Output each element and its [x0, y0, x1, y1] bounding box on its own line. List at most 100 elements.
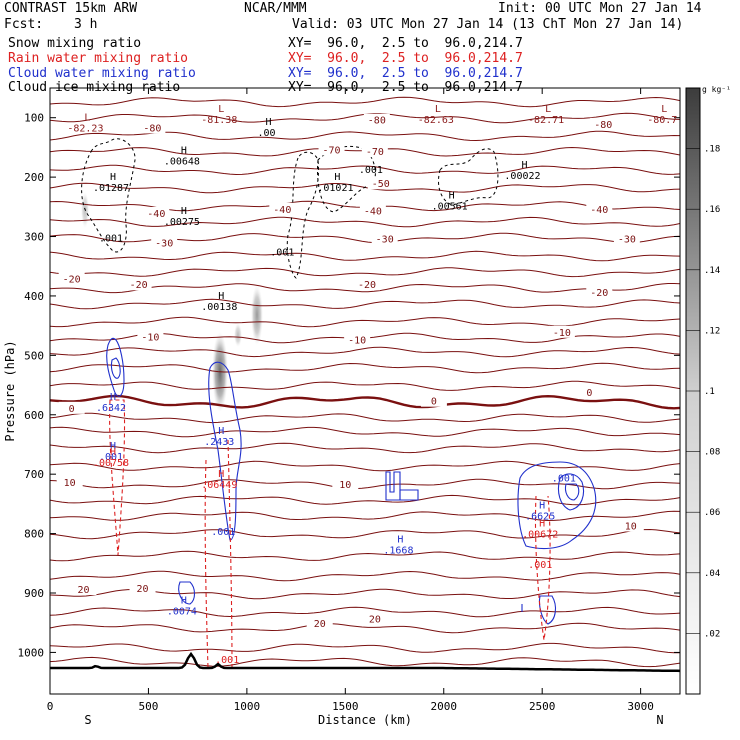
extremum-marker: H [539, 501, 545, 512]
temperature-label-bg [58, 401, 85, 414]
temperature-label: -20 [358, 280, 376, 291]
temperature-label-bg [371, 232, 398, 245]
temperature-label-bg [344, 333, 371, 346]
temperature-label-bg [359, 204, 386, 217]
snow-contour [286, 151, 319, 279]
extremum-value: .00138 [201, 302, 237, 313]
extremum-value: .00648 [164, 156, 200, 167]
temperature-label: -30 [618, 235, 636, 246]
temperature-label: -20 [130, 280, 148, 291]
contour-label: .001 [359, 165, 383, 176]
temperature-label: -40 [364, 207, 382, 218]
terrain-line [50, 651, 681, 673]
temperature-label: -10 [141, 333, 159, 344]
x-tick-label: 1000 [234, 700, 261, 713]
forecast-hour: 3 h [74, 17, 98, 32]
extremum-marker: H [110, 392, 116, 403]
temperature-contour [49, 460, 681, 472]
extremum-marker: H [181, 596, 187, 607]
temperature-label-bg [361, 612, 388, 625]
extremum-marker: H [218, 469, 224, 480]
temperature-label-bg [353, 278, 380, 291]
y-tick-label: 200 [24, 171, 44, 184]
temperature-label-bg [143, 206, 170, 219]
colorbar-tick-label: .14 [704, 266, 720, 276]
extremum-marker: H [181, 145, 187, 156]
temperature-label-bg [56, 476, 83, 489]
temperature-label: -20 [590, 288, 608, 299]
temperature-label: -20 [63, 274, 81, 285]
x-tick-label: 500 [139, 700, 159, 713]
contour-label: .001 [99, 233, 123, 244]
temperature-label: 0 [431, 397, 437, 408]
contour-label: .001 [215, 655, 239, 666]
colorbar-tick-label: .18 [704, 145, 720, 155]
extremum-marker: L [435, 104, 441, 115]
temperature-label: -40 [147, 209, 165, 220]
y-tick-label: 900 [24, 587, 44, 600]
extremum-marker: L [545, 104, 551, 115]
colorbar-tick-label: .06 [704, 508, 720, 518]
cloud-water-contour [106, 337, 125, 397]
plot-labels: -80 -80 -80 -70 -70 -50 -40 -40 -40 -40 -30 -30 -30 -… [56, 104, 677, 666]
extremum-marker: H [539, 518, 545, 529]
valid-time: Valid: 03 UTC Mon 27 Jan 14 (13 ChT Mon … [292, 17, 684, 32]
temperature-label: -30 [376, 235, 394, 246]
temperature-contour [49, 426, 681, 438]
field-cloudwater-name: Cloud water mixing ratio [8, 66, 196, 81]
model-center: NCAR/MMM [244, 1, 307, 16]
y-tick-label: 700 [24, 468, 44, 481]
temperature-label: 10 [64, 478, 76, 489]
extremum-marker: H [334, 172, 340, 183]
temperature-label-bg [129, 581, 156, 594]
extremum-value: .0074 [167, 607, 197, 618]
colorbar-tick-label: .04 [704, 569, 720, 579]
temperature-label: 10 [339, 480, 351, 491]
contour-label: .001 [270, 248, 294, 259]
temperature-contour [49, 216, 681, 228]
temperature-label: 20 [77, 585, 89, 596]
temperature-label: 20 [369, 615, 381, 626]
field-snow-name: Snow mixing ratio [8, 36, 142, 51]
extremum-marker: H [110, 447, 116, 458]
extremum-marker: H [218, 426, 224, 437]
y-tick-label: 500 [24, 349, 44, 362]
hydrometeor-contours [81, 138, 597, 669]
extremum-value: .6342 [96, 403, 126, 414]
extremum-marker: H [397, 535, 403, 546]
temperature-label-bg [590, 117, 617, 130]
temperature-contour [49, 412, 681, 424]
temperature-label: -10 [348, 336, 366, 347]
y-tick-label: 600 [24, 409, 44, 422]
temperature-contour [49, 606, 681, 618]
extremum-value: -81.38 [201, 115, 237, 126]
init-time: Init: 00 UTC Mon 27 Jan 14 [498, 1, 702, 16]
temperature-label-bg [586, 202, 613, 215]
temperature-label: -10 [553, 328, 571, 339]
temperature-label-bg [332, 477, 359, 490]
temperature-label: -70 [366, 147, 384, 158]
temperature-contour [49, 267, 681, 278]
extremum-value: -80.7 [647, 115, 677, 126]
extremum-marker: H [181, 206, 187, 217]
temperature-label: -80 [594, 120, 612, 131]
extremum-value: .01021 [317, 183, 353, 194]
plot-frame [49, 87, 681, 695]
temperature-label-bg [269, 202, 296, 215]
rain-contour [204, 439, 233, 669]
colorbar: .02 .04 .06 .08 .1 .12 .14 .16 .18 g kg⁻¹ [685, 85, 731, 695]
x-tick-label: 3000 [627, 700, 654, 713]
temperature-label-bg [70, 583, 97, 596]
cloud-water-contour [557, 473, 585, 511]
temperature-label: 0 [586, 388, 592, 399]
cloud-water-contour [564, 483, 580, 501]
temperature-label: -70 [323, 145, 341, 156]
temperature-label-bg [361, 145, 388, 158]
y-tick-label: 100 [24, 112, 44, 125]
rain-contour [109, 399, 126, 556]
temperature-label-bg [151, 236, 178, 249]
rain-contour [534, 495, 551, 641]
y-tick-label: 400 [24, 290, 44, 303]
temperature-label-bg [139, 121, 166, 134]
